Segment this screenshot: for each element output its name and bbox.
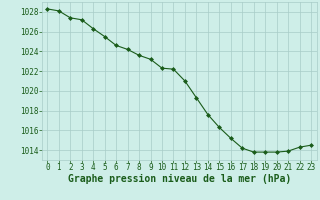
X-axis label: Graphe pression niveau de la mer (hPa): Graphe pression niveau de la mer (hPa) bbox=[68, 174, 291, 184]
